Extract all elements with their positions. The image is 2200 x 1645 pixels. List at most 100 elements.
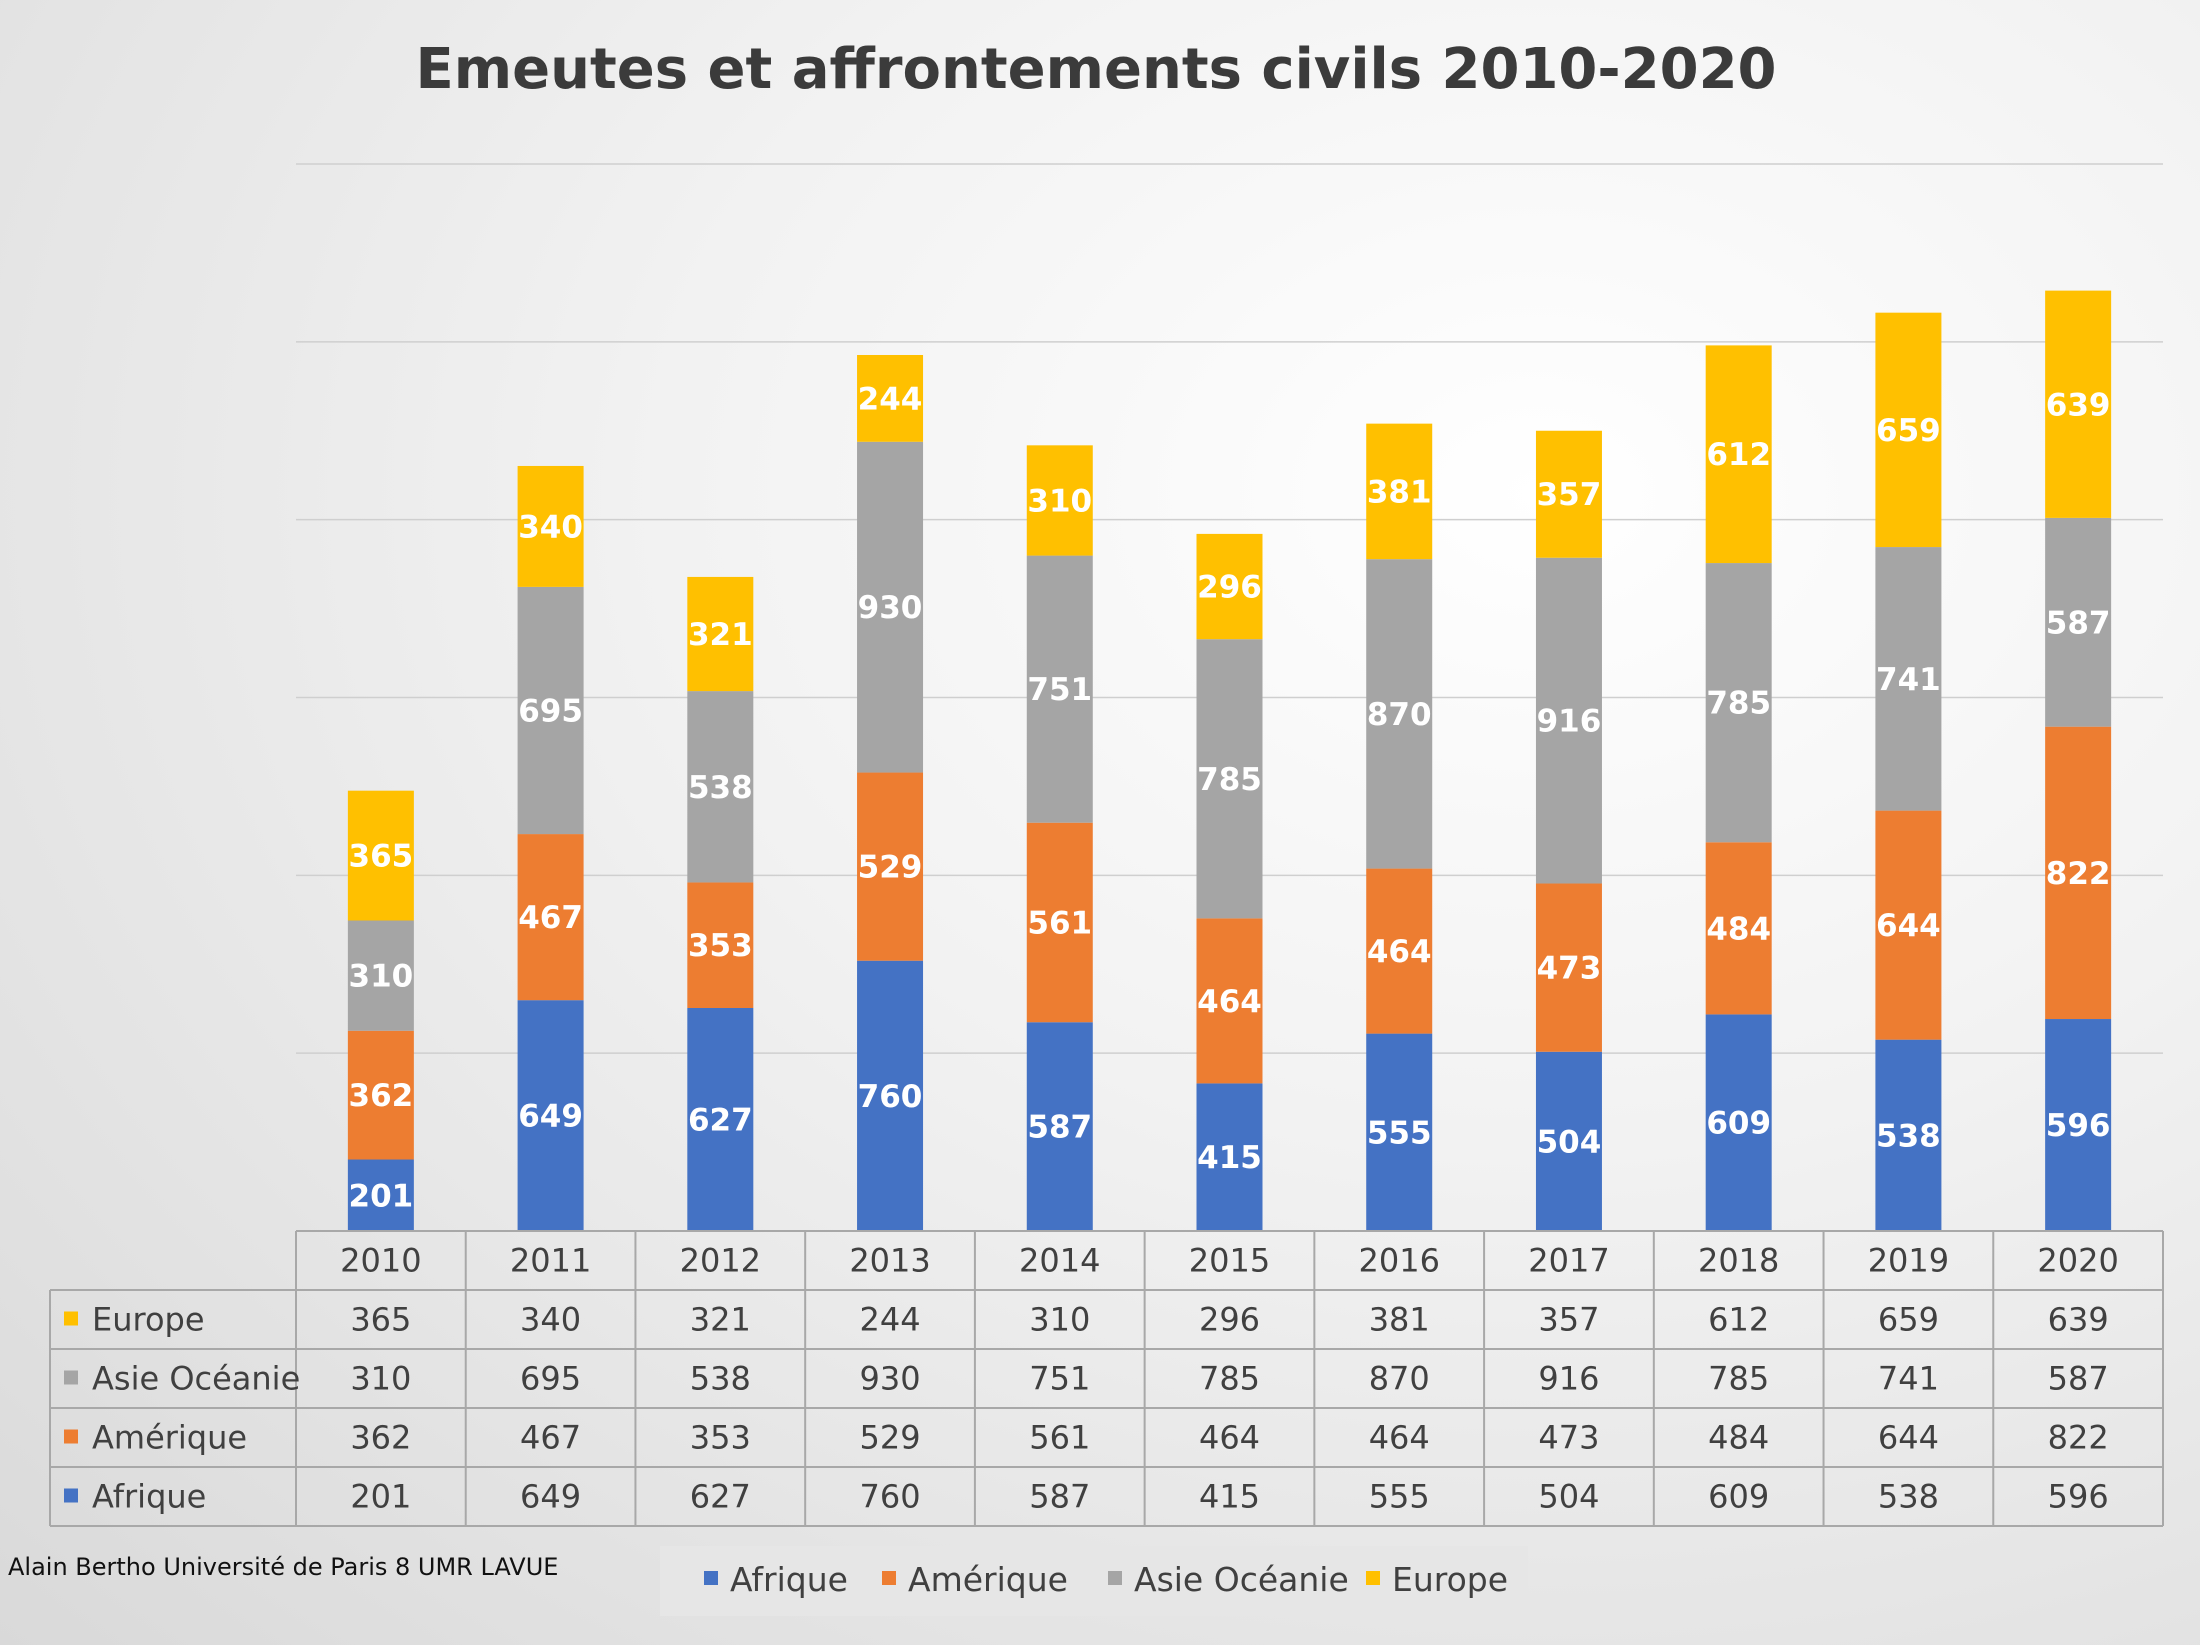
bar-amérique-2019 (1875, 810, 1942, 1040)
data-label: 587 (1027, 1110, 1092, 1146)
bar-europe-2017 (1535, 430, 1602, 558)
bar-asie-océanie-2016 (1366, 559, 1433, 869)
bar-afrique-2016 (1366, 1033, 1433, 1231)
bar-afrique-2014 (1026, 1022, 1093, 1231)
table-legend-key (64, 1370, 78, 1385)
legend-key (1366, 1571, 1380, 1585)
bar-asie-océanie-2018 (1705, 563, 1772, 843)
bar-asie-océanie-2014 (1026, 555, 1093, 823)
data-label: 310 (1027, 483, 1092, 519)
table-cell: 473 (1538, 1419, 1599, 1457)
data-label: 244 (858, 381, 923, 417)
bar-afrique-2017 (1535, 1051, 1602, 1231)
table-cell: 751 (1029, 1360, 1090, 1398)
table-header-cell: 2011 (510, 1242, 591, 1280)
table-cell: 639 (2048, 1301, 2109, 1339)
bar-asie-océanie-2019 (1875, 547, 1942, 811)
table-cell: 538 (690, 1360, 751, 1398)
table-cell: 529 (860, 1419, 921, 1457)
table-cell: 296 (1199, 1301, 1260, 1339)
data-label: 201 (349, 1178, 414, 1214)
table-cell: 649 (520, 1478, 581, 1516)
data-label: 353 (688, 928, 753, 964)
table-cell: 310 (1029, 1301, 1090, 1339)
data-label: 484 (1706, 911, 1771, 947)
table-header-cell: 2019 (1868, 1242, 1949, 1280)
data-label: 785 (1706, 686, 1771, 722)
table-cell: 464 (1199, 1419, 1260, 1457)
bar-asie-océanie-2013 (857, 441, 924, 773)
data-label: 529 (858, 850, 923, 886)
table-legend-key (64, 1429, 78, 1444)
table-row-label: Afrique (92, 1478, 206, 1516)
table-cell: 321 (690, 1301, 751, 1339)
legend-box (660, 1546, 1528, 1616)
bar-afrique-2012 (687, 1007, 754, 1231)
table-legend-key (64, 1488, 78, 1503)
data-label: 321 (688, 617, 753, 653)
table-cell: 609 (1708, 1478, 1769, 1516)
bar-europe-2012 (687, 576, 754, 692)
bar-afrique-2011 (517, 1000, 584, 1231)
bar-afrique-2015 (1196, 1083, 1263, 1231)
table-cell: 916 (1538, 1360, 1599, 1398)
data-label: 464 (1367, 934, 1432, 970)
data-table: 2010 2011 2012 2013 2014 2015 2016 2017 2018 2019… (49, 1230, 2164, 1527)
table-cell: 415 (1199, 1478, 1260, 1516)
data-label: 473 (1537, 951, 1602, 987)
bar-europe-2010 (347, 790, 414, 921)
data-label: 357 (1537, 477, 1602, 513)
table-cell: 930 (860, 1360, 921, 1398)
data-label: 555 (1367, 1115, 1432, 1151)
bars (347, 290, 2112, 1231)
table-row-label: Europe (92, 1301, 205, 1339)
legend-key (704, 1571, 718, 1585)
bar-europe-2014 (1026, 445, 1093, 556)
data-label: 340 (518, 509, 583, 545)
data-label: 504 (1537, 1124, 1602, 1160)
data-label: 467 (518, 900, 583, 936)
data-label: 362 (349, 1078, 414, 1114)
table-header-cell: 2014 (1019, 1242, 1100, 1280)
table-cell: 760 (860, 1478, 921, 1516)
bar-europe-2015 (1196, 533, 1263, 640)
data-label: 381 (1367, 474, 1432, 510)
table-legend-key (64, 1311, 78, 1326)
data-label: 785 (1197, 762, 1262, 798)
bar-asie-océanie-2015 (1196, 639, 1263, 919)
data-label: 695 (518, 693, 583, 729)
table-cell: 244 (860, 1301, 921, 1339)
bar-amérique-2011 (517, 834, 584, 1001)
bar-europe-2011 (517, 465, 584, 587)
table-cell: 627 (690, 1478, 751, 1516)
bar-amérique-2013 (857, 772, 924, 961)
data-label: 644 (1876, 908, 1941, 944)
table-header-cell: 2018 (1698, 1242, 1779, 1280)
table-header-cell: 2012 (680, 1242, 761, 1280)
legend-label: Europe (1392, 1560, 1508, 1599)
table-header-cell: 2017 (1528, 1242, 1609, 1280)
data-label: 612 (1706, 437, 1771, 473)
bar-asie-océanie-2010 (347, 920, 414, 1031)
legend: Afrique Amérique Asie Océanie Europe (660, 1546, 1528, 1616)
data-label: 561 (1027, 905, 1092, 941)
bar-amérique-2020 (2045, 726, 2112, 1020)
data-label: 649 (518, 1099, 583, 1135)
data-label: 659 (1876, 413, 1941, 449)
legend-label: Afrique (730, 1560, 848, 1599)
table-cell: 504 (1538, 1478, 1599, 1516)
table-cell: 381 (1369, 1301, 1430, 1339)
data-label: 751 (1027, 672, 1092, 708)
data-label: 296 (1197, 570, 1262, 606)
legend-key (882, 1571, 896, 1585)
credit-text: Alain Bertho Université de Paris 8 UMR L… (8, 1553, 559, 1581)
bar-amérique-2017 (1535, 883, 1602, 1052)
table-header-cell: 2013 (849, 1242, 930, 1280)
table-cell: 365 (350, 1301, 411, 1339)
table-cell: 741 (1878, 1360, 1939, 1398)
data-label: 916 (1537, 704, 1602, 740)
bar-amérique-2015 (1196, 918, 1263, 1084)
data-label: 870 (1367, 697, 1432, 733)
